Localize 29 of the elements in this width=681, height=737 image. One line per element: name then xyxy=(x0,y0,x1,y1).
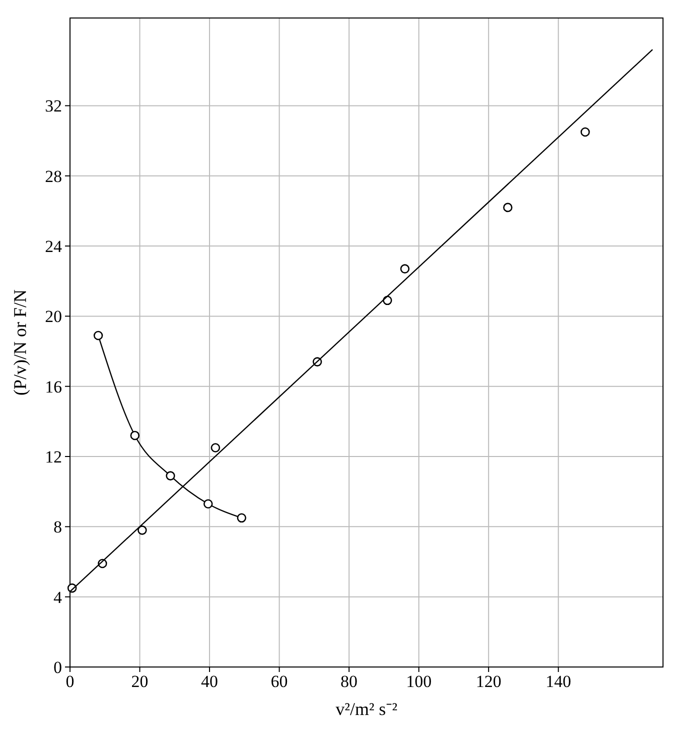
point xyxy=(138,526,147,535)
point xyxy=(94,330,103,340)
point xyxy=(236,513,246,523)
point xyxy=(400,264,410,274)
y-tick-label: 0 xyxy=(54,658,62,677)
point xyxy=(203,499,213,509)
y-tick-label: 4 xyxy=(54,588,62,607)
y-tick-label: 16 xyxy=(45,377,62,396)
x-tick-label: 120 xyxy=(476,672,502,691)
x-tick-label: 140 xyxy=(546,672,572,691)
y-tick-label: 28 xyxy=(45,166,62,186)
y-tick-label: 20 xyxy=(45,307,62,326)
x-tick-label: 0 xyxy=(66,672,74,691)
x-tick-label: 60 xyxy=(270,672,288,691)
point xyxy=(210,443,220,452)
point xyxy=(166,471,176,480)
x-tick-label: 40 xyxy=(201,672,218,691)
x-tick-label: 100 xyxy=(406,672,432,691)
point xyxy=(130,430,140,440)
y-tick-label: 12 xyxy=(45,447,62,466)
y-axis-title: (P/v)/N or F/N xyxy=(10,289,30,396)
point xyxy=(503,202,512,212)
y-tick-label: 32 xyxy=(45,96,62,116)
x-tick-label: 20 xyxy=(131,672,148,691)
point xyxy=(580,127,590,137)
x-tick-label: 80 xyxy=(340,672,358,691)
y-tick-label: 8 xyxy=(54,518,62,537)
y-tick-label: 24 xyxy=(45,236,62,256)
x-axis-title: v²/m² s⁻² xyxy=(336,699,398,719)
